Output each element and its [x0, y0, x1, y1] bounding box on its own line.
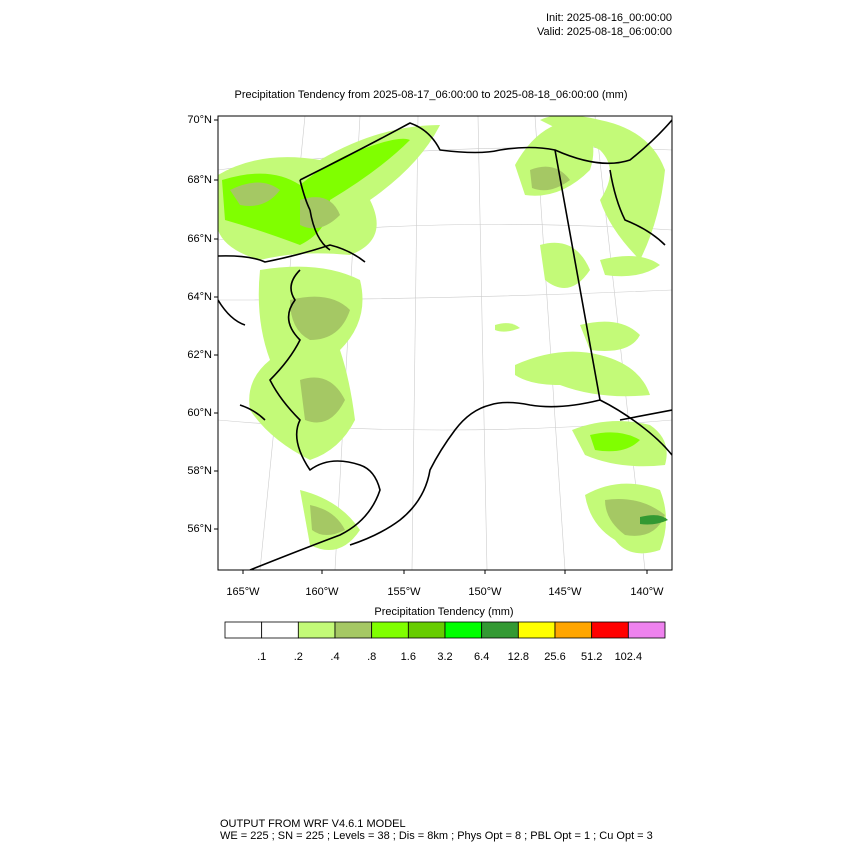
colorbar-box [627, 621, 666, 639]
colorbar-box [224, 621, 263, 639]
colorbar-label: 102.4 [615, 651, 643, 663]
lon-label: 140°W [630, 586, 664, 598]
colorbar-label: .4 [330, 651, 339, 663]
colorbar-box [334, 621, 373, 639]
colorbar-box [554, 621, 593, 639]
colorbar-box [591, 621, 629, 639]
lat-label: 64°N [187, 291, 212, 303]
colorbar-label: .1 [257, 651, 266, 663]
footer-line: WE = 225 ; SN = 225 ; Levels = 38 ; Dis … [220, 830, 653, 842]
map-area [218, 116, 672, 570]
colorbar-label: .2 [294, 651, 303, 663]
lat-label: 58°N [187, 465, 212, 477]
lat-label: 56°N [187, 523, 212, 535]
lon-label: 145°W [548, 586, 582, 598]
colorbar-label: 12.8 [508, 651, 529, 663]
lon-label: 165°W [226, 586, 260, 598]
init-time: Init: 2025-08-16_00:00:00 [546, 12, 672, 24]
footer-line: OUTPUT FROM WRF V4.6.1 MODEL [220, 818, 406, 830]
lat-label: 62°N [187, 349, 212, 361]
colorbar-label: 51.2 [581, 651, 602, 663]
lat-label: 66°N [187, 233, 212, 245]
colorbar-box [481, 621, 519, 639]
colorbar-box [444, 621, 483, 639]
lat-label: 68°N [187, 174, 212, 186]
colorbar-label: .8 [367, 651, 376, 663]
lon-label: 155°W [387, 586, 421, 598]
colorbar-box [297, 621, 336, 639]
lon-label: 150°W [468, 586, 502, 598]
colorbar-label: 1.6 [401, 651, 416, 663]
lon-label: 160°W [305, 586, 339, 598]
colorbar-label: 6.4 [474, 651, 489, 663]
lat-label: 60°N [187, 407, 212, 419]
colorbar-label: 3.2 [437, 651, 452, 663]
colorbar-box [371, 621, 409, 639]
map-frame [217, 115, 673, 571]
colorbar-box [517, 621, 556, 639]
colorbar-title: Precipitation Tendency (mm) [374, 606, 513, 618]
precip-field [218, 116, 668, 554]
colorbar-box [261, 621, 299, 639]
valid-time: Valid: 2025-08-18_06:00:00 [537, 26, 672, 38]
colorbar-label: 25.6 [544, 651, 565, 663]
plot-title: Precipitation Tendency from 2025-08-17_0… [235, 89, 628, 101]
lat-label: 70°N [187, 114, 212, 126]
colorbar-box [407, 621, 446, 639]
